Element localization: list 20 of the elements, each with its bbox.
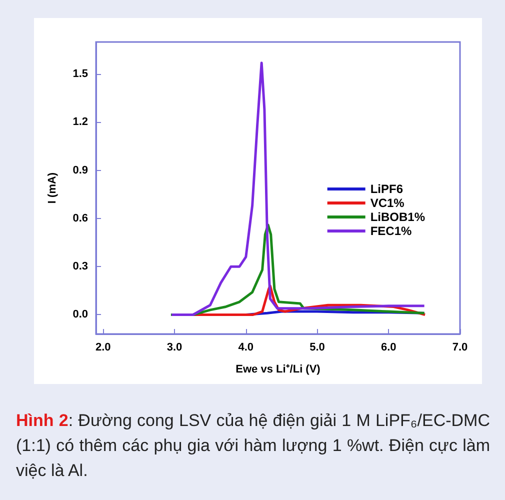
legend-label: VC1% [370,196,405,210]
y-tick-label: 1.2 [72,116,88,128]
y-tick-label: 0.9 [72,164,88,176]
line-series [170,62,426,316]
x-tick-label: 7.0 [452,342,468,354]
y-axis-title: I (mA) [46,172,58,204]
x-tick-label: 3.0 [166,342,182,354]
x-tick-label: 2.0 [95,342,111,354]
legend-label: LiBOB1% [370,210,426,224]
y-tick-label: 0.3 [72,260,88,273]
y-tick-label: 0.6 [72,212,88,224]
y-tick-label: 1.5 [72,68,88,80]
y-tick-label: 0.0 [72,308,88,321]
x-tick-label: 4.0 [238,342,254,354]
x-axis-title: Ewe vs Li⁺/Li (V) [236,364,321,376]
legend-label: LiPF6 [370,182,404,196]
x-tick-label: 6.0 [380,342,396,354]
text: Hình 2: Đường cong LSV của hệ điện giải 1 M LiPF₆/EC-DMC (1:1) có thêm các phụ gia với hàm lượng 1 %wt. Điện cực làm việc là Al. [16,410,490,482]
x-tick-label: 5.0 [310,342,325,354]
legend-label: FEC1% [370,224,412,238]
